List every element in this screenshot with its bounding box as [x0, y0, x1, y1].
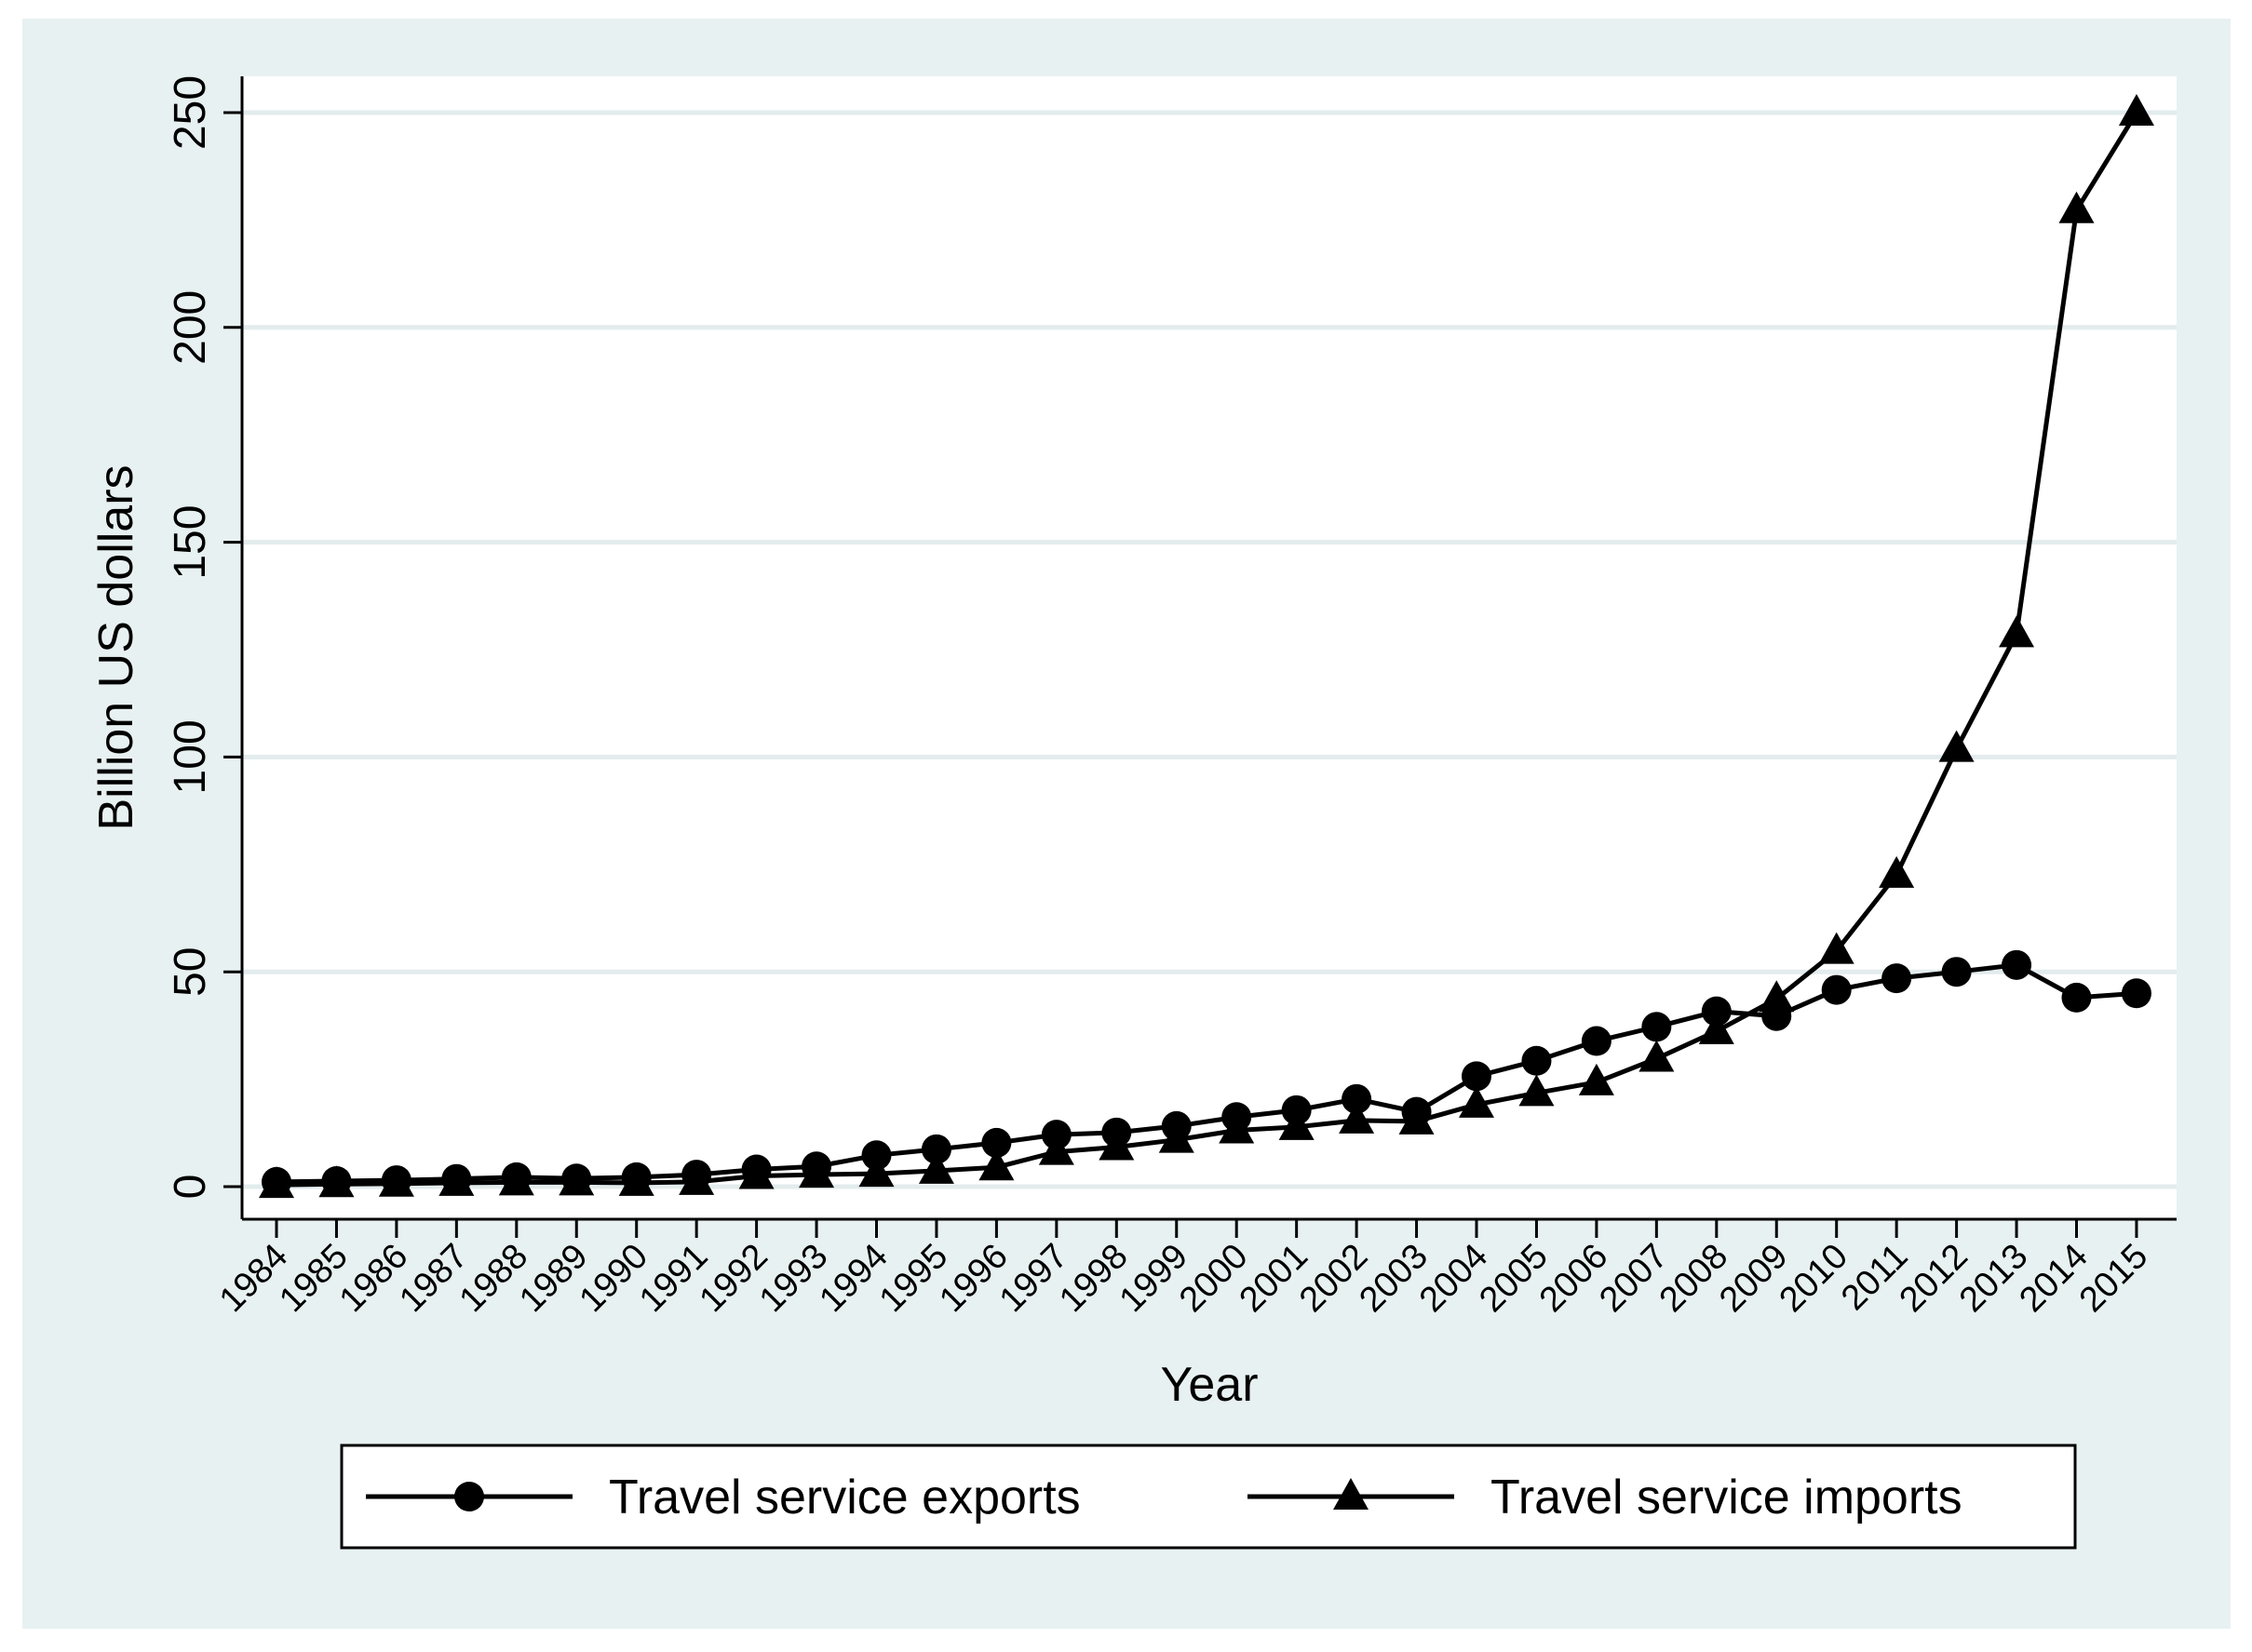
- data-point-marker: [679, 1162, 715, 1195]
- data-point-marker: [1701, 996, 1732, 1027]
- data-point-marker: [1821, 974, 1852, 1005]
- data-point-marker: [978, 1148, 1015, 1181]
- y-tick-label: 100: [166, 719, 215, 794]
- y-tick-label: 250: [166, 75, 215, 150]
- data-point-marker: [918, 1151, 954, 1184]
- axes: [240, 76, 2177, 1221]
- data-point-marker: [1518, 1074, 1555, 1107]
- data-point-marker: [2002, 949, 2032, 980]
- data-point-marker: [1099, 1128, 1135, 1161]
- data-point-marker: [2058, 191, 2095, 223]
- data-point-marker: [1578, 1063, 1614, 1095]
- legend-marker-exports: [454, 1482, 484, 1511]
- y-tick-label: 150: [166, 505, 215, 580]
- data-point-marker: [1219, 1111, 1255, 1144]
- data-point-marker: [259, 1166, 294, 1199]
- data-point-marker: [1459, 1085, 1494, 1118]
- series-imports: [259, 94, 2154, 1199]
- data-point-marker: [1938, 730, 1975, 762]
- data-point-marker: [318, 1165, 355, 1198]
- series-exports: [262, 949, 2151, 1197]
- data-point-marker: [1521, 1045, 1552, 1076]
- x-axis-label: Year: [1160, 1358, 1258, 1412]
- data-point-marker: [498, 1163, 534, 1196]
- y-tick-label: 200: [166, 290, 215, 365]
- legend-label-imports: Travel service imports: [1490, 1471, 1962, 1524]
- legend-marker-imports: [1333, 1478, 1369, 1510]
- data-point-marker: [2121, 978, 2151, 1009]
- data-point-marker: [1698, 1012, 1734, 1044]
- data-point-marker: [1398, 1102, 1435, 1135]
- data-point-marker: [1038, 1133, 1074, 1165]
- legend: Travel service exports Travel service im…: [340, 1444, 2077, 1550]
- data-point-marker: [981, 1127, 1012, 1158]
- data-point-marker: [1581, 1026, 1611, 1056]
- data-point-marker: [1641, 1012, 1672, 1042]
- data-point-marker: [1818, 932, 1854, 964]
- y-tick-label: 50: [166, 947, 215, 997]
- data-point-marker: [2118, 94, 2154, 126]
- legend-label-exports: Travel service exports: [609, 1471, 1081, 1524]
- data-point-marker: [1638, 1040, 1675, 1072]
- data-point-marker: [1158, 1121, 1194, 1153]
- y-ticks: 0 50 100 150 200 250: [166, 75, 242, 1199]
- data-point-marker: [738, 1157, 775, 1189]
- data-point-marker: [559, 1163, 595, 1196]
- data-point-marker: [799, 1156, 835, 1189]
- plot-area: [242, 76, 2177, 1219]
- data-point-marker: [1759, 980, 1795, 1013]
- legend-box: [340, 1444, 2077, 1550]
- data-point-marker: [1879, 855, 1915, 888]
- data-point-marker: [2061, 982, 2092, 1013]
- data-point-marker: [438, 1163, 475, 1196]
- series: [259, 94, 2154, 1199]
- data-point-marker: [1941, 957, 1972, 987]
- data-point-marker: [921, 1134, 951, 1164]
- data-point-marker: [1339, 1101, 1375, 1134]
- y-tick-label: 0: [166, 1175, 215, 1200]
- data-point-marker: [1342, 1083, 1372, 1114]
- data-point-marker: [378, 1164, 414, 1197]
- data-point-marker: [858, 1155, 895, 1188]
- data-point-marker: [1278, 1108, 1315, 1140]
- data-point-marker: [618, 1163, 654, 1196]
- y-axis-label: Billion US dollars: [89, 464, 143, 830]
- data-point-marker: [1881, 963, 1912, 994]
- data-point-marker: [1462, 1061, 1491, 1092]
- data-point-marker: [1999, 615, 2035, 648]
